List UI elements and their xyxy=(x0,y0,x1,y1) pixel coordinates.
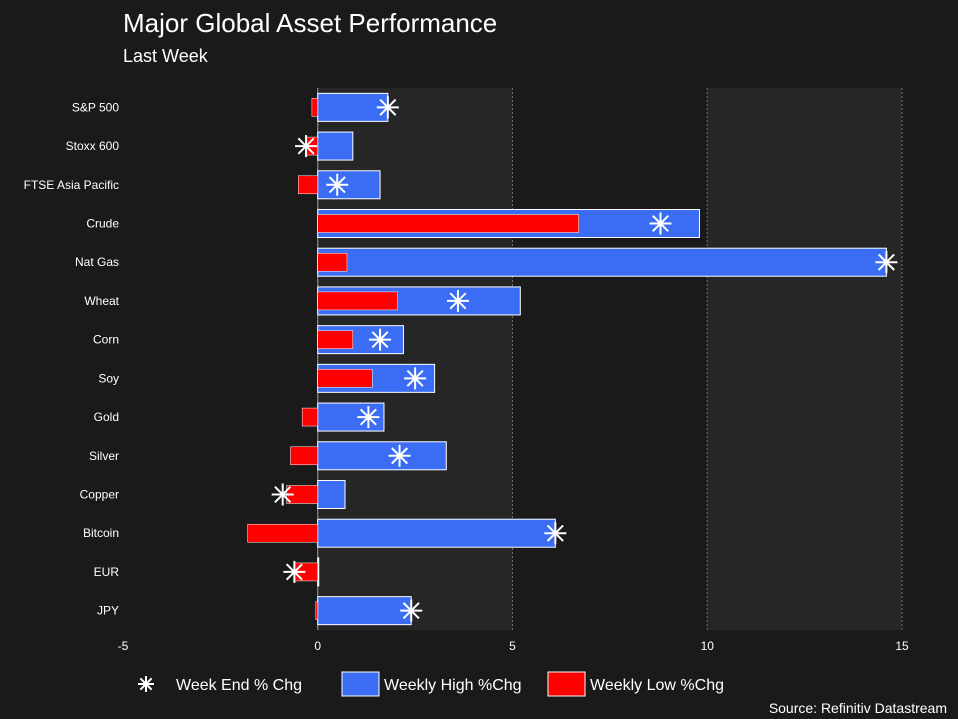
category-labels: S&P 500 Stoxx 600 FTSE Asia Pacific Crude Na… xyxy=(24,100,120,617)
weekly-high-bars xyxy=(317,92,887,626)
week-end-markers xyxy=(271,96,898,622)
bar-low xyxy=(317,369,373,388)
plot-background xyxy=(317,88,902,630)
marker-stroke xyxy=(449,292,467,310)
category-label: Gold xyxy=(94,410,119,424)
legend-swatch-high xyxy=(341,671,380,697)
week-end-marker xyxy=(544,522,567,545)
x-tick-label: 15 xyxy=(895,639,909,653)
category-label: Corn xyxy=(93,333,119,347)
week-end-marker xyxy=(400,599,423,622)
plot-band xyxy=(317,88,513,630)
marker-stroke xyxy=(371,331,389,349)
week-end-marker xyxy=(649,212,672,235)
category-label: Bitcoin xyxy=(83,526,119,540)
category-label: Soy xyxy=(98,371,119,385)
legend-swatch-low xyxy=(547,671,586,697)
legend-label-week-end: Week End % Chg xyxy=(176,677,302,694)
bar-low xyxy=(315,601,318,620)
week-end-marker xyxy=(446,289,469,312)
week-end-marker xyxy=(283,560,306,583)
legend-marker-symbol xyxy=(138,676,154,692)
marker-stroke xyxy=(379,98,397,116)
bar-high xyxy=(317,480,346,509)
bar-low xyxy=(298,175,318,195)
x-tick-labels: -5 0 5 10 15 xyxy=(118,639,909,653)
x-tick-label: 0 xyxy=(314,639,321,653)
category-label: Wheat xyxy=(84,294,119,308)
bar-low xyxy=(317,330,354,349)
bar-low xyxy=(290,446,318,466)
week-end-marker xyxy=(404,367,427,390)
marker-stroke xyxy=(546,524,564,542)
plot-band xyxy=(707,88,902,630)
marker-stroke xyxy=(274,486,292,503)
category-label: Crude xyxy=(86,217,119,231)
category-label: JPY xyxy=(97,604,119,618)
marker-stroke xyxy=(406,369,424,387)
bar-high xyxy=(317,518,556,548)
legend: Week End % Chg Weekly High %Chg Weekly L… xyxy=(138,671,724,697)
week-end-marker xyxy=(388,444,411,467)
bar-low xyxy=(317,252,348,272)
x-tick-label: 10 xyxy=(701,639,715,653)
category-label: S&P 500 xyxy=(72,100,119,114)
marker-stroke xyxy=(285,563,303,581)
legend-label-low: Weekly Low %Chg xyxy=(590,677,724,694)
category-label: FTSE Asia Pacific xyxy=(24,178,119,192)
bar-low xyxy=(247,523,318,543)
chart-title: Major Global Asset Performance xyxy=(123,8,497,38)
legend-label-high: Weekly High %Chg xyxy=(384,677,522,694)
week-end-marker xyxy=(326,173,349,196)
marker-stroke xyxy=(391,447,409,465)
bar-low xyxy=(311,98,319,117)
marker-stroke xyxy=(402,602,420,620)
marker-stroke xyxy=(139,677,153,691)
marker-stroke xyxy=(297,137,315,155)
category-label: EUR xyxy=(94,565,120,579)
legend-marker-icon xyxy=(138,676,154,692)
marker-stroke xyxy=(328,176,346,194)
marker-stroke xyxy=(359,408,377,426)
chart-subtitle: Last Week xyxy=(123,46,209,66)
source-note: Source: Refinitiv Datastream xyxy=(769,700,947,716)
category-label: Nat Gas xyxy=(75,255,119,269)
weekly-low-bars xyxy=(247,98,579,620)
week-end-marker xyxy=(295,135,318,158)
week-end-marker xyxy=(271,483,294,506)
bar-high xyxy=(317,441,447,471)
week-end-marker xyxy=(369,328,392,351)
week-end-marker xyxy=(376,96,399,119)
week-end-marker xyxy=(357,406,380,429)
marker-stroke xyxy=(652,215,669,232)
week-end-marker xyxy=(875,251,898,274)
x-tick-label: 5 xyxy=(509,639,516,653)
bar-high xyxy=(317,131,354,161)
bar-low xyxy=(301,407,319,427)
bar-high xyxy=(317,596,412,626)
bar-low xyxy=(317,214,579,233)
category-label: Copper xyxy=(80,488,119,502)
bar-low xyxy=(317,291,398,311)
x-tick-label: -5 xyxy=(118,639,129,653)
marker-stroke xyxy=(877,253,895,271)
bar-high xyxy=(317,247,887,277)
category-label: Silver xyxy=(89,449,119,463)
category-label: Stoxx 600 xyxy=(66,139,120,153)
